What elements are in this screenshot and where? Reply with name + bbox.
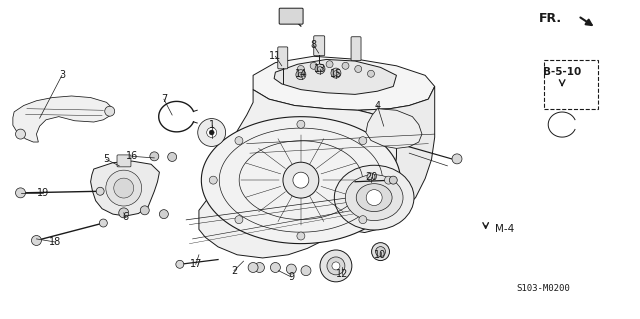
Polygon shape (202, 117, 401, 244)
Circle shape (359, 216, 367, 224)
Circle shape (297, 232, 305, 240)
Text: 3: 3 (59, 70, 65, 80)
Text: 16: 16 (126, 151, 138, 161)
Circle shape (15, 188, 26, 198)
Circle shape (114, 178, 134, 198)
Text: 17: 17 (189, 259, 202, 269)
Circle shape (332, 262, 340, 270)
Text: 10: 10 (374, 250, 387, 260)
Circle shape (452, 154, 462, 164)
Circle shape (296, 70, 306, 80)
Text: FR.: FR. (539, 12, 562, 25)
Circle shape (209, 130, 214, 135)
Circle shape (198, 119, 226, 146)
Circle shape (315, 64, 325, 74)
FancyBboxPatch shape (117, 155, 131, 167)
Circle shape (389, 176, 397, 184)
Circle shape (310, 62, 317, 69)
Circle shape (15, 129, 26, 139)
Text: 19: 19 (36, 188, 49, 198)
Circle shape (271, 263, 280, 272)
Text: 11: 11 (269, 51, 282, 61)
Text: 13: 13 (314, 64, 326, 74)
Polygon shape (91, 161, 159, 216)
Circle shape (367, 173, 375, 181)
Circle shape (298, 65, 305, 72)
Circle shape (293, 172, 309, 188)
Circle shape (298, 72, 303, 77)
Text: 14: 14 (295, 69, 307, 79)
Text: B-5-10: B-5-10 (543, 67, 581, 77)
Circle shape (297, 120, 305, 128)
Text: 8: 8 (310, 40, 317, 50)
Circle shape (283, 162, 319, 198)
Text: 12: 12 (336, 269, 349, 279)
Circle shape (301, 266, 311, 276)
Text: 20: 20 (365, 172, 377, 182)
Circle shape (286, 264, 296, 274)
Circle shape (342, 62, 349, 69)
Circle shape (105, 106, 115, 116)
Ellipse shape (334, 165, 414, 230)
FancyBboxPatch shape (278, 47, 288, 69)
Text: 15: 15 (330, 69, 342, 79)
Polygon shape (13, 96, 113, 142)
FancyArrowPatch shape (580, 18, 592, 25)
Circle shape (385, 176, 392, 184)
Polygon shape (199, 90, 396, 258)
Circle shape (235, 137, 243, 145)
Circle shape (168, 152, 177, 161)
Text: 1: 1 (209, 120, 215, 130)
Circle shape (159, 210, 168, 219)
Circle shape (367, 70, 374, 77)
Circle shape (207, 128, 217, 137)
Text: S103-M0200: S103-M0200 (516, 284, 570, 293)
Text: 5: 5 (104, 154, 109, 165)
Circle shape (150, 152, 159, 161)
Ellipse shape (346, 175, 403, 220)
Circle shape (320, 250, 352, 282)
Circle shape (209, 176, 217, 184)
Circle shape (176, 260, 184, 268)
Circle shape (326, 61, 333, 68)
Polygon shape (349, 86, 435, 233)
Circle shape (317, 66, 323, 71)
Ellipse shape (356, 184, 392, 211)
Circle shape (235, 216, 243, 224)
Circle shape (333, 70, 339, 76)
Text: 6: 6 (123, 212, 129, 222)
Text: M-4: M-4 (495, 224, 515, 234)
FancyBboxPatch shape (279, 8, 303, 24)
Text: 18: 18 (49, 237, 61, 247)
Circle shape (99, 219, 108, 227)
Circle shape (255, 263, 264, 272)
Circle shape (140, 206, 149, 215)
Circle shape (119, 208, 129, 218)
FancyBboxPatch shape (314, 36, 324, 56)
Text: 2: 2 (231, 266, 237, 276)
Circle shape (366, 190, 382, 205)
Polygon shape (253, 56, 435, 110)
FancyBboxPatch shape (351, 37, 361, 61)
Circle shape (327, 257, 345, 275)
Circle shape (331, 68, 341, 78)
Circle shape (96, 187, 104, 195)
Text: 4: 4 (374, 100, 380, 110)
Polygon shape (366, 109, 422, 148)
Circle shape (359, 137, 367, 145)
Text: 9: 9 (288, 272, 294, 282)
Circle shape (31, 235, 42, 245)
Circle shape (106, 170, 141, 206)
Text: 7: 7 (161, 94, 167, 104)
Circle shape (355, 65, 362, 72)
Circle shape (376, 247, 385, 256)
Circle shape (248, 263, 258, 272)
Circle shape (372, 243, 390, 261)
Polygon shape (274, 59, 396, 94)
